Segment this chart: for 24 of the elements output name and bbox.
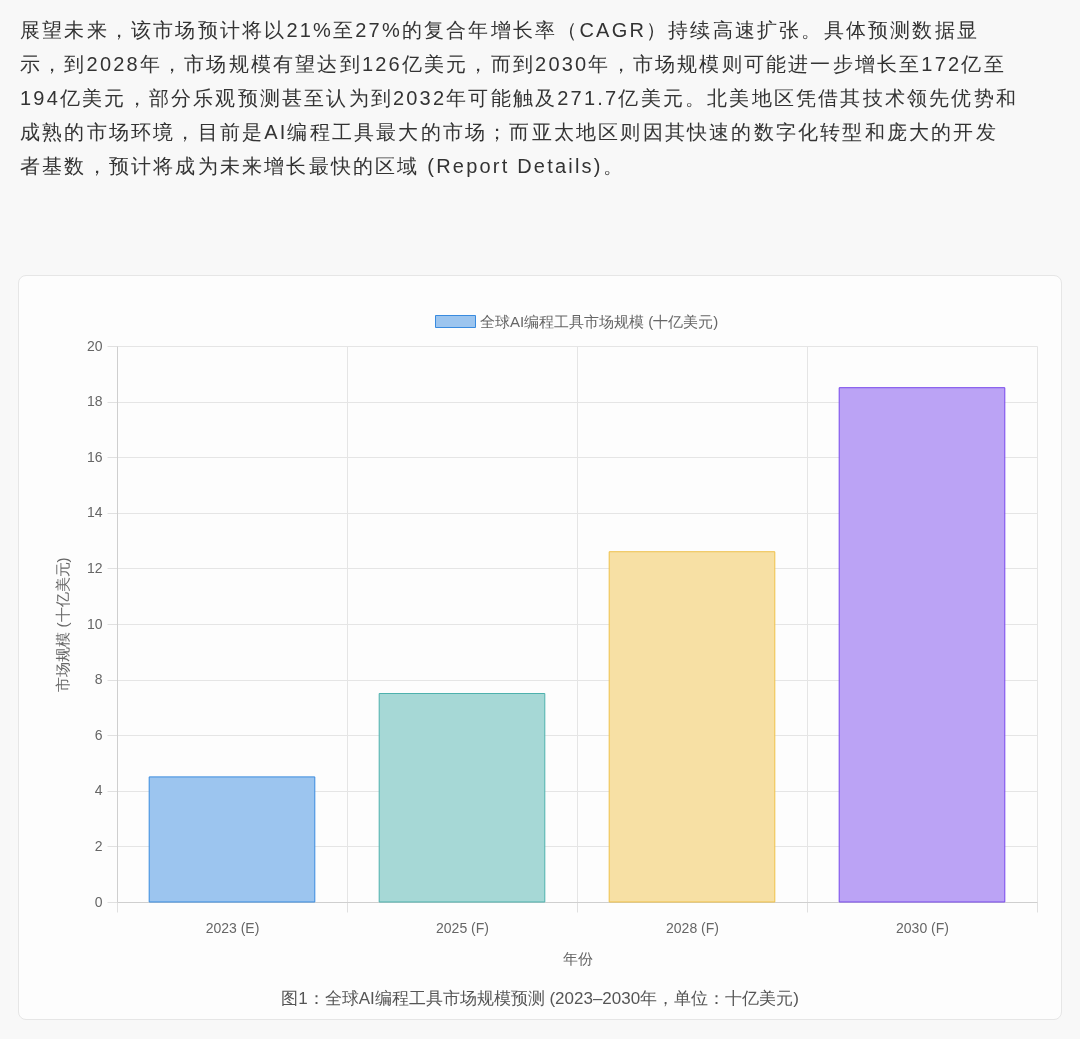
y-tick-label: 20 (86, 337, 103, 354)
y-tick-label: 12 (86, 559, 103, 576)
bar (838, 387, 1006, 903)
x-tick-label: 2025 (F) (436, 919, 489, 936)
bar (608, 551, 776, 903)
y-tick-label: 16 (86, 448, 103, 465)
y-tick-label: 4 (94, 782, 103, 799)
y-tick-label: 6 (94, 726, 103, 743)
text: 展望未来，该市场预计将以21%至27%的复合年增长率（CAGR）持续高速扩张。具体预测数据显示，到2028年，市场规模有望达到126亿美元，而到2030年，市场规模则可能进一步增长至172亿至194亿美元，部分乐观预测甚至认为到2032年可能触及271.7亿美元。北美地区凭借其技术领先优势和成熟的市场环境，目前是AI编程工具最大的市场；而亚太地区则因其快速的数字化转型和庞大的开发者基数，预计将成为未来增长最快的区域 (Report Details)。 (20, 18, 1019, 179)
x-tick-label: 2023 (E) (205, 919, 260, 936)
x-axis-title: 年份 (562, 949, 593, 967)
x-tick-label: 2030 (F) (896, 919, 949, 936)
bar (148, 776, 316, 903)
y-tick-label: 18 (86, 393, 103, 410)
y-tick-label: 0 (94, 893, 103, 910)
y-tick-label: 2 (94, 837, 103, 854)
y-tick-label: 8 (94, 671, 103, 688)
y-tick-label: 10 (86, 615, 103, 632)
y-axis-title: 市场规模 (十亿美元) (53, 557, 71, 692)
bar (378, 693, 546, 903)
caption: 图1：全球AI编程工具市场规模预测 (2023–2030年，单位：十亿美元) (280, 988, 800, 1010)
x-tick-label: 2028 (F) (666, 919, 719, 936)
y-tick-label: 14 (86, 504, 103, 521)
legend-label: 全球AI编程工具市场规模 (十亿美元) (480, 312, 719, 330)
